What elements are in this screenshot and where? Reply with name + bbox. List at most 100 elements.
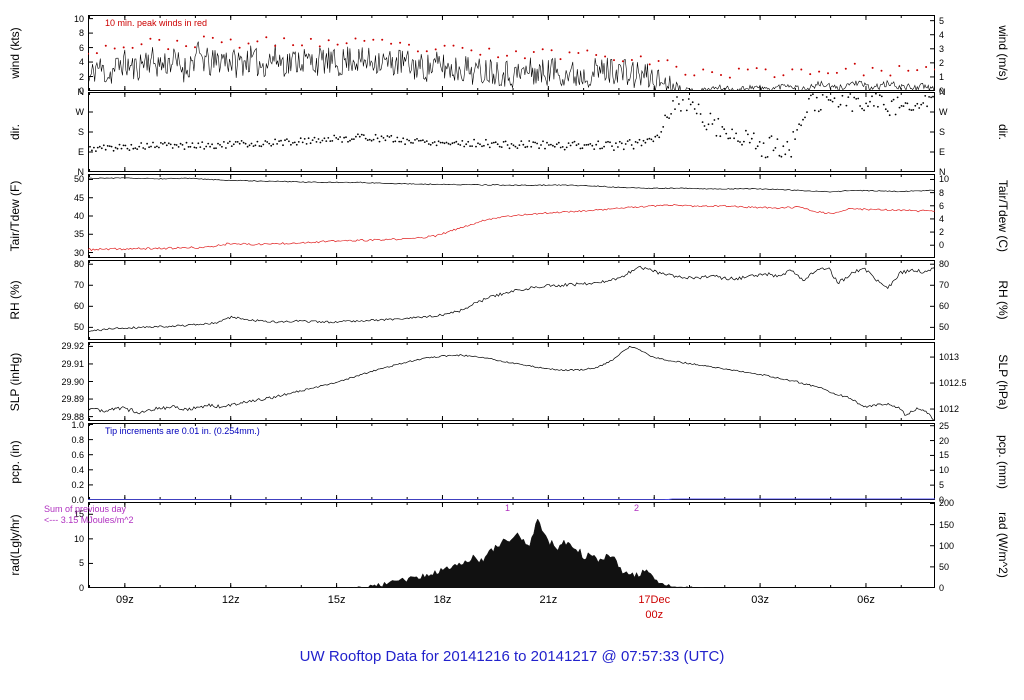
- x-axis-labels: 09z 12z 15z 18z 21z 17Dec 00z 03z 06z: [0, 593, 1024, 633]
- y-tick-label-pcp: 1.0: [71, 419, 84, 430]
- axis-label-left-rad: rad(Lgly/hr): [8, 514, 22, 576]
- y-tick-label-pcp: 5: [939, 480, 945, 491]
- tick-marks: [89, 16, 934, 91]
- y-tick-label-slp: 29.90: [61, 376, 84, 387]
- axis-label-right-rh: RH (%): [996, 280, 1010, 320]
- y-tick-label-rh: 80: [73, 259, 84, 270]
- tip-increment-note: Tip increments are 0.01 in. (0.254mm.): [105, 426, 260, 436]
- y-tick-label-slp: 29.91: [61, 358, 84, 369]
- y-tick-label-pcp: 0: [939, 495, 945, 505]
- y-tick-label-slp: 29.88: [61, 411, 84, 422]
- axis-label-right-temp: Tair/Tdew (C): [996, 179, 1010, 253]
- wind-plot-area: [88, 15, 935, 91]
- y-tick-label-dir: S: [77, 127, 84, 137]
- panel-temp: 30 35 40 45 50 0 2 4 6 8 10 Tair/Tdew (F) Tair/Tdew …: [0, 174, 1024, 258]
- y-tick-label-dir: W: [939, 107, 948, 117]
- y-tick-label-rh: 50: [73, 322, 84, 333]
- y-tick-label-temp: 45: [73, 192, 84, 203]
- y-tick-label-slp: 1012: [939, 404, 960, 415]
- y-tick-label-slp: 29.92: [61, 341, 84, 352]
- dir-plot-area: [88, 92, 935, 172]
- x-tick-label: 15z: [327, 594, 346, 606]
- y-tick-label-rh: 70: [939, 280, 950, 291]
- x-tick-label: 03z: [751, 594, 769, 606]
- y-tick-label-dir: E: [939, 147, 946, 157]
- panel-rad: 0 5 10 15 0 50 100 150 200 rad(Lgly/hr) rad (W/m^2…: [0, 498, 1024, 593]
- panel-wind: 0 2 4 6 8 10 0 1 2 3 4 5 wind (kts) wind (m/s) 10 min.…: [0, 13, 1024, 96]
- x-tick-label: 17Dec: [638, 594, 671, 606]
- temp-plot-area: [88, 174, 935, 258]
- y-tick-label-wind: 10: [73, 13, 84, 24]
- slp-plot-area: [88, 342, 935, 421]
- chart-title: UW Rooftop Data for 20141216 to 20141217…: [299, 648, 725, 665]
- y-tick-label-pcp: 0.8: [71, 434, 84, 445]
- y-tick-label-wind: 1: [939, 71, 945, 82]
- panel-slp: 29.88 29.89 29.90 29.91 29.92 1012 1012.5 1013 S…: [0, 341, 1024, 422]
- rh-line: [88, 265, 935, 332]
- y-tick-label-rad: 200: [939, 498, 955, 509]
- x-tick-label: 21z: [539, 594, 558, 606]
- wind-direction-dots: [88, 92, 935, 159]
- tick-marks: [89, 175, 934, 257]
- axis-label-right-dir: dir.: [996, 123, 1010, 141]
- tick-marks: [89, 343, 934, 420]
- wind-peak-dots: [88, 35, 935, 79]
- y-tick-label-wind: 4: [78, 57, 84, 68]
- y-tick-label-rh: 80: [939, 259, 950, 270]
- y-tick-label-wind: 2: [78, 71, 84, 82]
- tair-line: [88, 177, 935, 193]
- y-tick-label-dir: W: [75, 107, 85, 117]
- wind-speed-line: [88, 41, 935, 91]
- slp-line: [88, 345, 935, 421]
- y-tick-label-rad: 50: [939, 561, 950, 572]
- rh-plot-area: [88, 260, 935, 340]
- previous-day-sum-note-line2: <--- 3.15 MJoules/m^2: [44, 515, 134, 525]
- axis-label-left-pcp: pcp. (in): [8, 439, 22, 484]
- y-tick-label-dir: S: [939, 127, 946, 137]
- y-tick-label-dir: E: [77, 147, 84, 157]
- previous-day-sum-note-line1: Sum of previous day: [44, 504, 127, 514]
- tick-marks: [89, 92, 934, 172]
- y-tick-label-dir: N: [939, 87, 946, 97]
- axis-label-left-temp: Tair/Tdew (F): [8, 180, 22, 252]
- rad-plot-area: [88, 502, 935, 588]
- x-tick-label: 18z: [433, 594, 452, 606]
- y-tick-label-rad: 5: [78, 558, 84, 569]
- y-tick-label-dir: N: [77, 87, 85, 97]
- y-tick-label-pcp: 20: [939, 435, 950, 446]
- panel-pcp: 0.0 0.2 0.4 0.6 0.8 1.0 0 5 10 15 20 25 pcp. (in) pcp…: [0, 419, 1024, 505]
- event-marker-2: 2: [634, 503, 640, 513]
- y-tick-label-temp: 50: [73, 174, 84, 185]
- y-tick-label-temp: 30: [73, 247, 84, 258]
- y-tick-label-pcp: 0.6: [71, 449, 84, 460]
- pcp-plot-area: [88, 423, 935, 500]
- panel-rh: 50 60 70 80 50 60 70 80 RH (%) RH (%): [0, 259, 1024, 340]
- y-tick-label-wind: 8: [78, 28, 84, 39]
- y-tick-label-dir: N: [77, 167, 85, 177]
- y-tick-label-rh: 70: [73, 280, 84, 291]
- x-tick-label: 12z: [221, 594, 240, 606]
- y-tick-label-rad: 0: [78, 583, 84, 593]
- y-tick-label-pcp: 10: [939, 465, 950, 476]
- y-tick-label-wind: 5: [939, 15, 945, 26]
- y-tick-label-temp: 2: [939, 227, 945, 238]
- axis-label-right-rad: rad (W/m^2): [996, 512, 1010, 578]
- axis-label-right-pcp: pcp. (mm): [996, 434, 1010, 489]
- axis-label-right-wind: wind (m/s): [996, 25, 1010, 81]
- y-tick-label-temp: 10: [939, 174, 950, 185]
- x-tick-label: 00z: [645, 609, 664, 621]
- y-tick-label-slp: 1012.5: [939, 378, 967, 389]
- y-tick-label-pcp: 15: [939, 450, 950, 461]
- y-tick-label-dir: N: [939, 167, 946, 177]
- y-tick-label-temp: 6: [939, 200, 945, 211]
- tick-marks: [89, 424, 934, 500]
- y-tick-label-temp: 0: [939, 240, 945, 251]
- peak-winds-note: 10 min. peak winds in red: [105, 18, 208, 28]
- solar-radiation-area: [88, 518, 935, 588]
- y-tick-label-temp: 4: [939, 213, 945, 224]
- y-tick-label-rad: 100: [939, 540, 955, 551]
- y-tick-label-rh: 50: [939, 322, 950, 333]
- y-tick-label-wind: 0: [78, 86, 84, 96]
